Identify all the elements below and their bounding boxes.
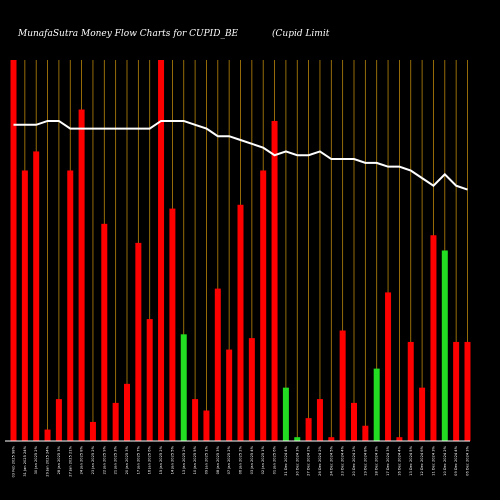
x-tick-label: 17 Dec 2024 3% bbox=[386, 445, 390, 475]
money-flow-bar bbox=[44, 429, 51, 441]
money-flow-bar bbox=[237, 204, 244, 441]
money-flow-bar bbox=[67, 170, 74, 442]
money-flow-bar bbox=[124, 383, 130, 441]
money-flow-bar bbox=[21, 170, 28, 442]
money-flow-bar bbox=[226, 349, 233, 441]
money-flow-bar bbox=[294, 437, 301, 441]
x-tick-label: 02 Jan 2025 1% bbox=[261, 445, 265, 474]
x-tick-label: 08 Jan 2025 3% bbox=[216, 445, 220, 474]
money-flow-bar bbox=[192, 399, 199, 441]
money-flow-bar bbox=[271, 120, 278, 442]
x-tick-label: 31 Dec 2024 4% bbox=[284, 445, 288, 475]
x-tick-label: 16 Jan 2025 6% bbox=[148, 445, 152, 474]
money-flow-bar bbox=[135, 242, 142, 441]
x-tick-label: 20 Dec 2024 2% bbox=[352, 445, 356, 475]
money-flow-bar bbox=[112, 402, 119, 441]
x-tick-label: 24 Dec 2024 5% bbox=[329, 445, 333, 475]
money-flow-bar bbox=[362, 425, 369, 441]
x-tick-label: 06 Jan 2025 2% bbox=[239, 445, 243, 474]
chart-title: MunafaSutra Money Flow Charts for CUPID_… bbox=[17, 29, 239, 39]
x-tick-label: 01 Jan 2025 6% bbox=[273, 445, 277, 474]
money-flow-bar bbox=[430, 235, 437, 441]
x-tick-label: 19 Dec 2024 8% bbox=[363, 445, 367, 475]
x-tick-label: 29 Jan 2025 24% bbox=[46, 445, 50, 476]
money-flow-bar bbox=[146, 319, 153, 441]
money-flow-bar bbox=[419, 387, 426, 441]
x-tick-label: 23 Jan 2025 2% bbox=[91, 445, 95, 474]
chart-subtitle: (Cupid Limit bbox=[272, 28, 330, 39]
money-flow-bar bbox=[464, 341, 471, 441]
money-flow-bar bbox=[385, 292, 392, 441]
money-flow-bar bbox=[316, 399, 323, 441]
money-flow-bar bbox=[169, 208, 176, 441]
x-tick-label: 06 Dec 2024 3% bbox=[466, 445, 470, 475]
x-tick-label: 10 Dec 2024 2% bbox=[443, 445, 447, 475]
money-flow-bar bbox=[180, 334, 187, 441]
money-flow-bar bbox=[10, 60, 17, 441]
x-tick-label: 13 Dec 2024 5% bbox=[409, 445, 413, 475]
money-flow-bar bbox=[260, 170, 267, 442]
money-flow-bar bbox=[158, 60, 165, 441]
x-tick-label: 26 Dec 2024 2% bbox=[318, 445, 322, 475]
money-flow-bar bbox=[396, 437, 403, 441]
x-tick-label: 12 Dec 2024 6% bbox=[420, 445, 424, 475]
x-tick-label: 16 Dec 2024 4% bbox=[397, 445, 401, 475]
x-tick-label: 09 Jan 2025 1% bbox=[204, 445, 208, 474]
money-flow-bar bbox=[441, 250, 448, 441]
money-flow-bar bbox=[203, 410, 210, 441]
x-tick-label: 03 Jan 2025 4% bbox=[250, 445, 254, 474]
x-tick-label: 18 Dec 2024 3% bbox=[375, 445, 379, 475]
money-flow-bar bbox=[89, 421, 96, 441]
x-tick-label: 21 Jan 2025 3% bbox=[114, 445, 118, 474]
money-flow-bar bbox=[101, 223, 108, 441]
x-tick-label: 30 Jan 2025 2% bbox=[34, 445, 38, 474]
x-tick-label: 27 Dec 2024 2% bbox=[307, 445, 311, 475]
x-tick-label: 14 Jan 2025 5% bbox=[170, 445, 174, 474]
x-tick-label: 03 Feb 2025 98% bbox=[12, 445, 16, 477]
money-flow-bar bbox=[339, 330, 346, 441]
money-flow-bar bbox=[305, 418, 312, 441]
x-tick-label: 30 Dec 2024 3% bbox=[295, 445, 299, 475]
x-tick-label: 11 Dec 2024 3% bbox=[431, 445, 435, 475]
price-line bbox=[13, 119, 468, 191]
x-tick-label: 10 Jan 2025 5% bbox=[193, 445, 197, 474]
x-tick-label: 17 Jan 2025 7% bbox=[136, 445, 140, 474]
x-tick-label: 28 Jan 2025 3% bbox=[57, 445, 61, 474]
money-flow-bar bbox=[248, 338, 255, 441]
x-tick-label: 22 Jan 2025 9% bbox=[102, 445, 106, 474]
x-tick-label: 31 Jan 2025 24% bbox=[23, 445, 27, 476]
money-flow-bar bbox=[55, 399, 62, 441]
money-flow-bar bbox=[453, 341, 460, 441]
money-flow-bar bbox=[282, 387, 289, 441]
money-flow-bar bbox=[78, 109, 85, 441]
x-tick-label: 27 Jan 2025 21% bbox=[68, 445, 72, 476]
x-tick-label: 23 Dec 2024 4% bbox=[341, 445, 345, 475]
x-tick-label: 20 Jan 2025 3% bbox=[125, 445, 129, 474]
x-tick-label: 07 Jan 2025 2% bbox=[227, 445, 231, 474]
money-flow-bar bbox=[407, 341, 414, 441]
x-tick-label: 13 Jan 2025 2% bbox=[182, 445, 186, 474]
money-flow-bars bbox=[10, 60, 471, 442]
x-tick-label: 24 Jan 2025 8% bbox=[80, 445, 84, 474]
money-flow-bar bbox=[351, 402, 357, 441]
money-flow-bar bbox=[33, 151, 40, 441]
x-tick-labels: 03 Feb 2025 98% 31 Jan 2025 24% 30 Jan 202… bbox=[12, 445, 470, 477]
money-flow-bar bbox=[328, 437, 335, 441]
money-flow-bar bbox=[373, 368, 380, 441]
x-tick-label: 15 Jan 2025 2% bbox=[159, 445, 163, 474]
x-tick-label: 09 Dec 2024 4% bbox=[454, 445, 458, 475]
money-flow-bar bbox=[214, 288, 221, 441]
